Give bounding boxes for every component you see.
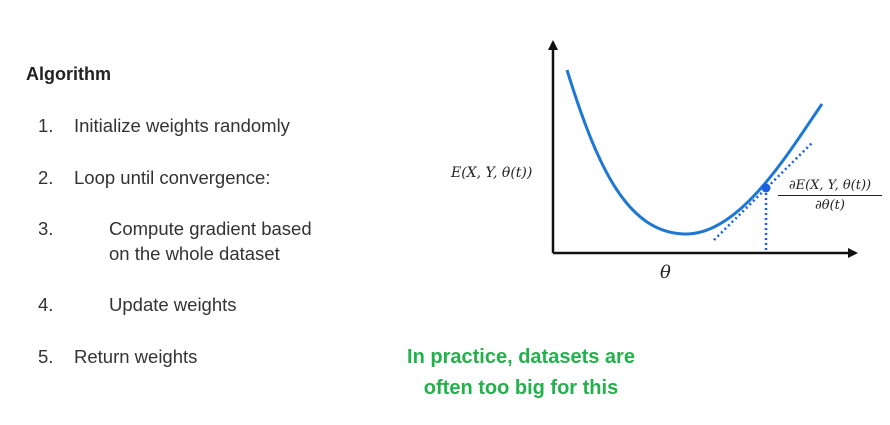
step-text: Update weights (109, 294, 237, 315)
derivative-denominator: ∂θ(t) (815, 198, 845, 213)
algorithm-title: Algorithm (26, 64, 111, 84)
practice-note-line-2: often too big for this (423, 377, 619, 399)
practice-note: In practice, datasets are often too big … (360, 342, 682, 404)
practice-note-line-1: In practice, datasets are (407, 346, 635, 368)
y-axis-label: E(X, Y, θ(t)) (451, 165, 533, 181)
derivative-numerator: ∂E(X, Y, θ(t)) (778, 178, 882, 196)
step-number: 2. (38, 167, 54, 188)
tangent-line (713, 141, 814, 241)
step-number: 4. (38, 294, 54, 315)
step-text: Loop until convergence: (74, 167, 271, 188)
current-point (761, 183, 771, 193)
x-axis-label: θ (660, 262, 671, 283)
step-number: 1. (38, 115, 54, 136)
step-text: Return weights (74, 346, 198, 367)
derivative-label: ∂E(X, Y, θ(t)) ∂θ(t) (778, 178, 882, 213)
step-number: 5. (38, 346, 54, 367)
step-text-line-2: on the whole dataset (109, 243, 280, 264)
step-text: Initialize weights randomly (74, 115, 290, 136)
step-number: 3. (38, 218, 54, 239)
loss-curve (565, 69, 824, 236)
step-text-line-1: Compute gradient based (109, 218, 312, 239)
